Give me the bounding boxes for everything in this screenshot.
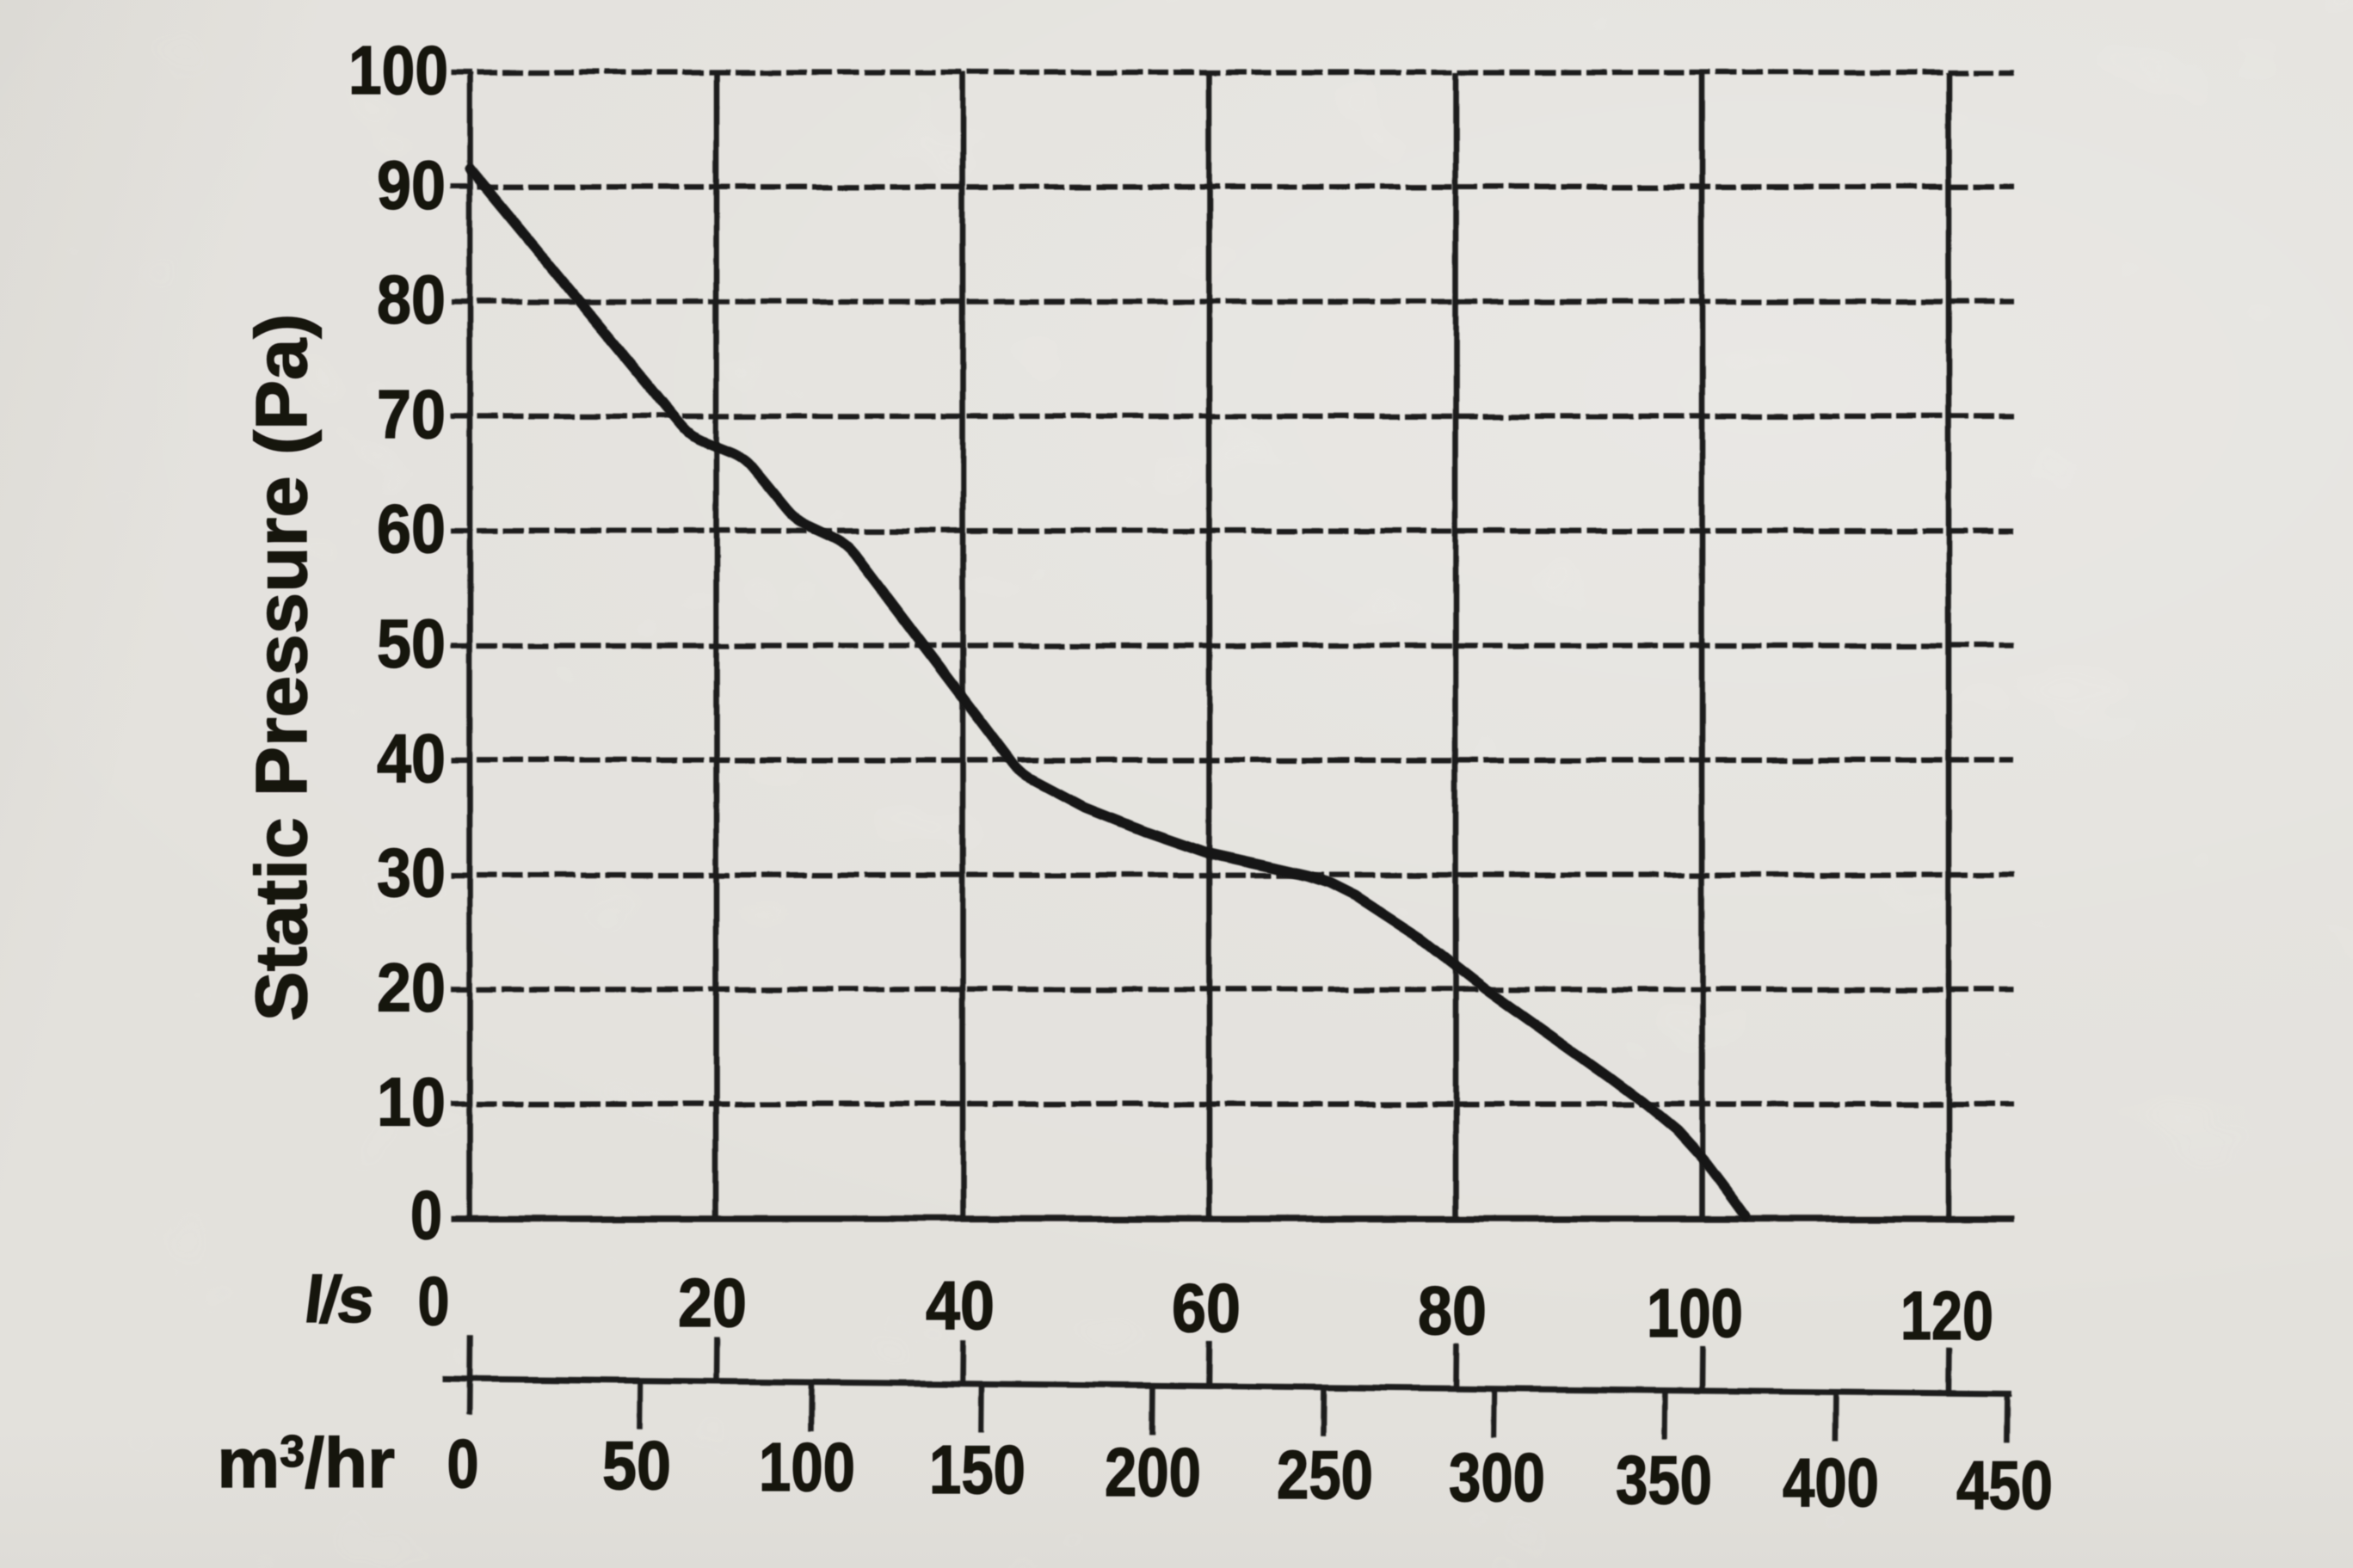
svg-text:0: 0	[410, 1177, 442, 1253]
svg-text:Static Pressure (Pa): Static Pressure (Pa)	[241, 314, 322, 1022]
svg-text:100: 100	[348, 32, 448, 108]
svg-text:20: 20	[678, 1264, 747, 1341]
svg-text:0: 0	[418, 1263, 450, 1339]
svg-text:50: 50	[602, 1427, 671, 1503]
svg-text:90: 90	[377, 146, 446, 223]
svg-text:60: 60	[1172, 1270, 1241, 1346]
svg-text:80: 80	[377, 261, 446, 338]
svg-text:70: 70	[377, 376, 446, 452]
svg-text:30: 30	[377, 834, 446, 911]
svg-text:40: 40	[926, 1267, 995, 1344]
svg-text:0: 0	[447, 1425, 479, 1502]
svg-text:300: 300	[1449, 1439, 1545, 1516]
svg-text:400: 400	[1783, 1444, 1879, 1521]
svg-text:10: 10	[377, 1064, 446, 1141]
svg-text:450: 450	[1956, 1447, 2053, 1523]
svg-text:40: 40	[377, 720, 446, 796]
svg-text:150: 150	[929, 1431, 1026, 1508]
svg-text:l/s: l/s	[300, 1264, 377, 1337]
svg-text:250: 250	[1277, 1436, 1373, 1513]
svg-text:50: 50	[377, 606, 446, 682]
svg-text:m3/hr: m3/hr	[217, 1424, 395, 1503]
svg-text:200: 200	[1105, 1434, 1201, 1510]
svg-text:120: 120	[1900, 1277, 1993, 1354]
svg-text:100: 100	[759, 1429, 855, 1505]
svg-text:60: 60	[377, 490, 446, 567]
svg-text:350: 350	[1616, 1442, 1712, 1518]
svg-text:80: 80	[1418, 1272, 1487, 1349]
svg-text:20: 20	[377, 949, 446, 1025]
svg-text:100: 100	[1647, 1275, 1743, 1351]
